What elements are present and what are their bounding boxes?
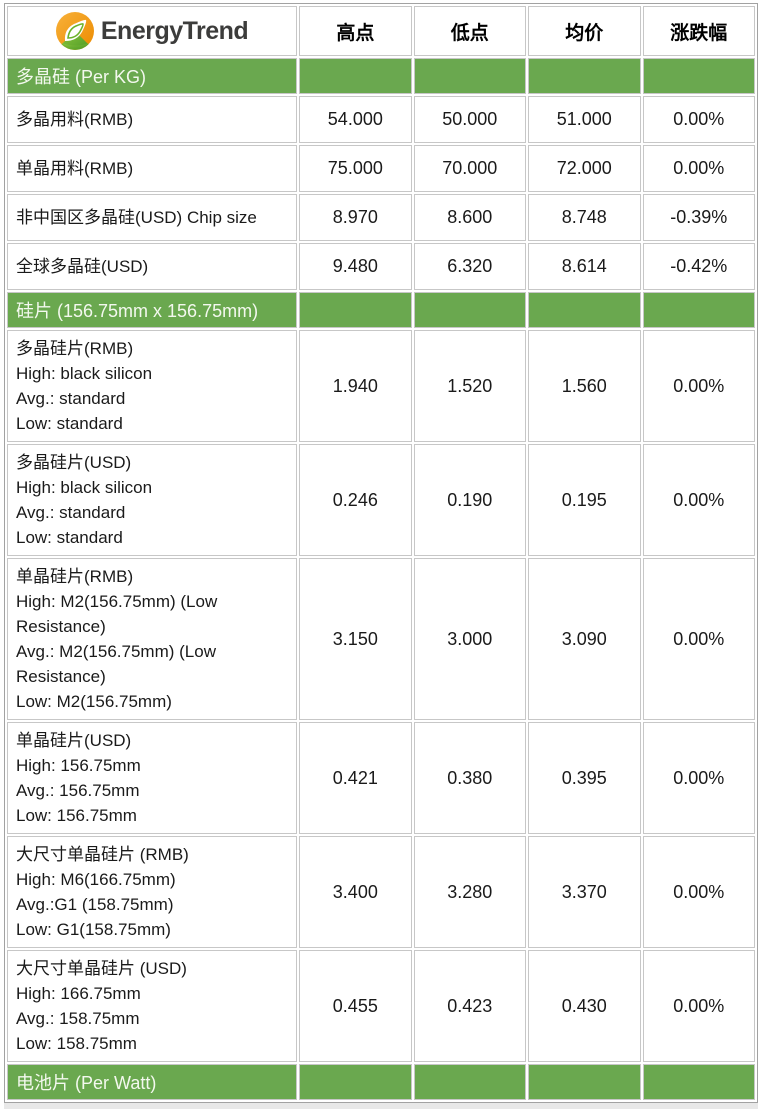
product-label: 全球多晶硅(USD)	[7, 243, 298, 290]
price-cell-change: 0.00%	[642, 330, 755, 442]
product-label: 大尺寸单晶硅片 (RMB) High: M6(166.75mm) Avg.:G1 (…	[7, 836, 298, 948]
section-spacer-cell	[528, 292, 641, 328]
table-row: 多晶硅片(USD) High: black silicon Avg.: standa…	[7, 444, 755, 556]
section-spacer-cell	[413, 292, 527, 328]
product-label: 多晶硅片(RMB) High: black silicon Avg.: standa…	[7, 330, 298, 442]
product-label: 多晶用料(RMB)	[7, 96, 298, 143]
logo-cell: EnergyTrend	[7, 6, 298, 56]
price-cell-high: 1.940	[299, 330, 412, 442]
energytrend-logo-text: EnergyTrend	[100, 16, 249, 45]
price-cell-average: 0.395	[528, 722, 641, 834]
price-table-frame: EnergyTrend 高点 低点 均价 涨跌幅 多晶硅 (Per KG) 多晶…	[4, 3, 758, 1103]
price-cell-average: 1.560	[528, 330, 641, 442]
price-cell-change: 0.00%	[642, 444, 755, 556]
section-spacer-cell	[299, 58, 412, 94]
section-spacer-cell	[299, 1064, 412, 1100]
price-cell-change: 0.00%	[642, 558, 755, 720]
column-header-low: 低点	[413, 6, 527, 56]
price-cell-high: 3.150	[299, 558, 412, 720]
section-spacer-cell	[642, 1064, 755, 1100]
price-cell-high: 8.970	[299, 194, 412, 241]
price-cell-change: 0.00%	[642, 722, 755, 834]
price-cell-change: 0.00%	[642, 96, 755, 143]
price-cell-average: 72.000	[528, 145, 641, 192]
price-cell-change: 0.00%	[642, 145, 755, 192]
cutoff-row-remnant	[4, 1103, 758, 1109]
price-cell-low: 8.600	[413, 194, 527, 241]
price-cell-high: 0.246	[299, 444, 412, 556]
section-header-row: 硅片 (156.75mm x 156.75mm)	[7, 292, 755, 328]
price-cell-average: 8.614	[528, 243, 641, 290]
product-label: 大尺寸单晶硅片 (USD) High: 166.75mm Avg.: 158.75m…	[7, 950, 298, 1062]
section-title: 电池片 (Per Watt)	[7, 1064, 298, 1100]
price-cell-low: 0.380	[413, 722, 527, 834]
header-row: EnergyTrend 高点 低点 均价 涨跌幅	[7, 6, 755, 56]
price-cell-high: 0.421	[299, 722, 412, 834]
table-row: 大尺寸单晶硅片 (USD) High: 166.75mm Avg.: 158.75m…	[7, 950, 755, 1062]
price-table-body: EnergyTrend 高点 低点 均价 涨跌幅 多晶硅 (Per KG) 多晶…	[7, 6, 755, 1100]
price-cell-average: 0.195	[528, 444, 641, 556]
price-cell-low: 0.190	[413, 444, 527, 556]
table-row: 多晶用料(RMB) 54.000 50.000 51.000 0.00%	[7, 96, 755, 143]
table-row: 多晶硅片(RMB) High: black silicon Avg.: standa…	[7, 330, 755, 442]
section-spacer-cell	[528, 58, 641, 94]
price-cell-change: -0.42%	[642, 243, 755, 290]
price-cell-change: 0.00%	[642, 836, 755, 948]
section-header-row: 电池片 (Per Watt)	[7, 1064, 755, 1100]
price-cell-low: 50.000	[413, 96, 527, 143]
price-cell-high: 54.000	[299, 96, 412, 143]
column-header-change: 涨跌幅	[642, 6, 755, 56]
section-spacer-cell	[299, 292, 412, 328]
product-label: 多晶硅片(USD) High: black silicon Avg.: standa…	[7, 444, 298, 556]
price-cell-high: 9.480	[299, 243, 412, 290]
table-row: 单晶硅片(USD) High: 156.75mm Avg.: 156.75mm Low…	[7, 722, 755, 834]
price-cell-change: 0.00%	[642, 950, 755, 1062]
table-row: 全球多晶硅(USD) 9.480 6.320 8.614 -0.42%	[7, 243, 755, 290]
product-label: 单晶硅片(USD) High: 156.75mm Avg.: 156.75mm Low…	[7, 722, 298, 834]
energytrend-logo-icon	[55, 12, 94, 50]
price-cell-low: 6.320	[413, 243, 527, 290]
price-cell-low: 3.280	[413, 836, 527, 948]
table-row: 非中国区多晶硅(USD) Chip size 8.970 8.600 8.748…	[7, 194, 755, 241]
section-title: 多晶硅 (Per KG)	[7, 58, 298, 94]
product-label: 单晶硅片(RMB) High: M2(156.75mm) (Low Resista…	[7, 558, 298, 720]
section-header-row: 多晶硅 (Per KG)	[7, 58, 755, 94]
price-cell-low: 70.000	[413, 145, 527, 192]
price-cell-average: 8.748	[528, 194, 641, 241]
price-cell-high: 3.400	[299, 836, 412, 948]
section-title: 硅片 (156.75mm x 156.75mm)	[7, 292, 298, 328]
column-header-high: 高点	[299, 6, 412, 56]
price-cell-low: 1.520	[413, 330, 527, 442]
section-spacer-cell	[528, 1064, 641, 1100]
price-cell-high: 75.000	[299, 145, 412, 192]
section-spacer-cell	[413, 1064, 527, 1100]
product-label: 非中国区多晶硅(USD) Chip size	[7, 194, 298, 241]
section-spacer-cell	[642, 292, 755, 328]
column-header-average: 均价	[528, 6, 641, 56]
price-table: EnergyTrend 高点 低点 均价 涨跌幅 多晶硅 (Per KG) 多晶…	[5, 4, 757, 1102]
price-cell-low: 0.423	[413, 950, 527, 1062]
table-row: 大尺寸单晶硅片 (RMB) High: M6(166.75mm) Avg.:G1 (…	[7, 836, 755, 948]
section-spacer-cell	[642, 58, 755, 94]
price-cell-average: 3.370	[528, 836, 641, 948]
price-cell-high: 0.455	[299, 950, 412, 1062]
price-cell-average: 0.430	[528, 950, 641, 1062]
price-cell-low: 3.000	[413, 558, 527, 720]
energytrend-logo[interactable]: EnergyTrend	[9, 12, 295, 50]
product-label: 单晶用料(RMB)	[7, 145, 298, 192]
price-cell-average: 51.000	[528, 96, 641, 143]
section-spacer-cell	[413, 58, 527, 94]
table-row: 单晶硅片(RMB) High: M2(156.75mm) (Low Resista…	[7, 558, 755, 720]
price-cell-average: 3.090	[528, 558, 641, 720]
table-row: 单晶用料(RMB) 75.000 70.000 72.000 0.00%	[7, 145, 755, 192]
price-sheet: EnergyTrend 高点 低点 均价 涨跌幅 多晶硅 (Per KG) 多晶…	[4, 3, 758, 1109]
price-cell-change: -0.39%	[642, 194, 755, 241]
